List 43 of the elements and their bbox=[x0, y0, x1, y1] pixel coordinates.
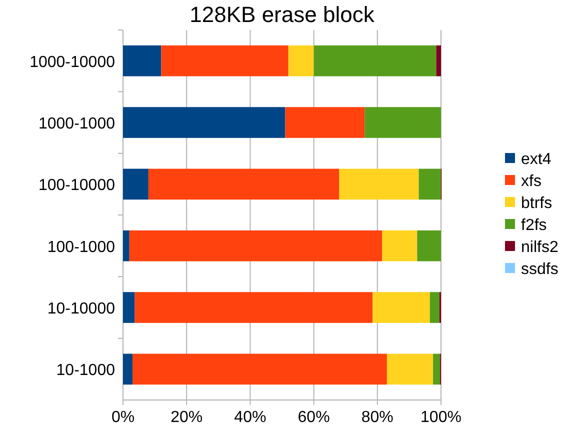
y-tick-label: 100-10000 bbox=[38, 177, 116, 194]
bar bbox=[288, 45, 314, 76]
bar bbox=[123, 168, 148, 200]
bar bbox=[436, 45, 441, 76]
bar bbox=[339, 168, 419, 200]
x-tick-label: 80% bbox=[361, 409, 394, 426]
chart-title: 128KB erase block bbox=[190, 2, 376, 27]
bar bbox=[364, 107, 441, 138]
bar bbox=[161, 45, 288, 76]
x-tick-label: 40% bbox=[234, 409, 266, 426]
bar bbox=[132, 354, 387, 385]
bar bbox=[123, 230, 130, 262]
bar bbox=[417, 230, 441, 262]
bar bbox=[123, 107, 286, 138]
y-tick-label: 1000-1000 bbox=[38, 116, 116, 132]
bar bbox=[430, 292, 440, 323]
bar bbox=[386, 354, 434, 385]
x-tick-label: 0% bbox=[111, 409, 135, 426]
legend-label: ssdfs bbox=[521, 261, 558, 278]
bar bbox=[123, 45, 162, 76]
bar bbox=[123, 354, 133, 385]
legend-label: xfs bbox=[521, 173, 542, 190]
y-tick-label: 10-1000 bbox=[56, 362, 116, 380]
y-tick-label: 10-10000 bbox=[47, 300, 116, 318]
x-tick-label: 100% bbox=[420, 409, 462, 426]
bar bbox=[129, 230, 382, 262]
bar bbox=[314, 45, 436, 76]
legend-label: f2fs bbox=[521, 217, 547, 234]
legend-label: ext4 bbox=[521, 151, 552, 168]
legend-label: btrfs bbox=[521, 195, 552, 212]
bar bbox=[148, 168, 340, 200]
bar bbox=[382, 230, 418, 262]
bar bbox=[418, 168, 441, 200]
bar bbox=[134, 292, 373, 323]
legend-label: nilfs2 bbox=[521, 239, 558, 256]
bar bbox=[285, 107, 365, 138]
bar bbox=[433, 354, 440, 385]
x-tick-label: 60% bbox=[298, 409, 330, 426]
y-tick-label: 100-1000 bbox=[47, 238, 116, 256]
bar bbox=[123, 292, 135, 323]
y-tick-label: 1000-10000 bbox=[30, 54, 116, 71]
bar bbox=[372, 292, 430, 323]
x-tick-label: 20% bbox=[170, 409, 203, 426]
